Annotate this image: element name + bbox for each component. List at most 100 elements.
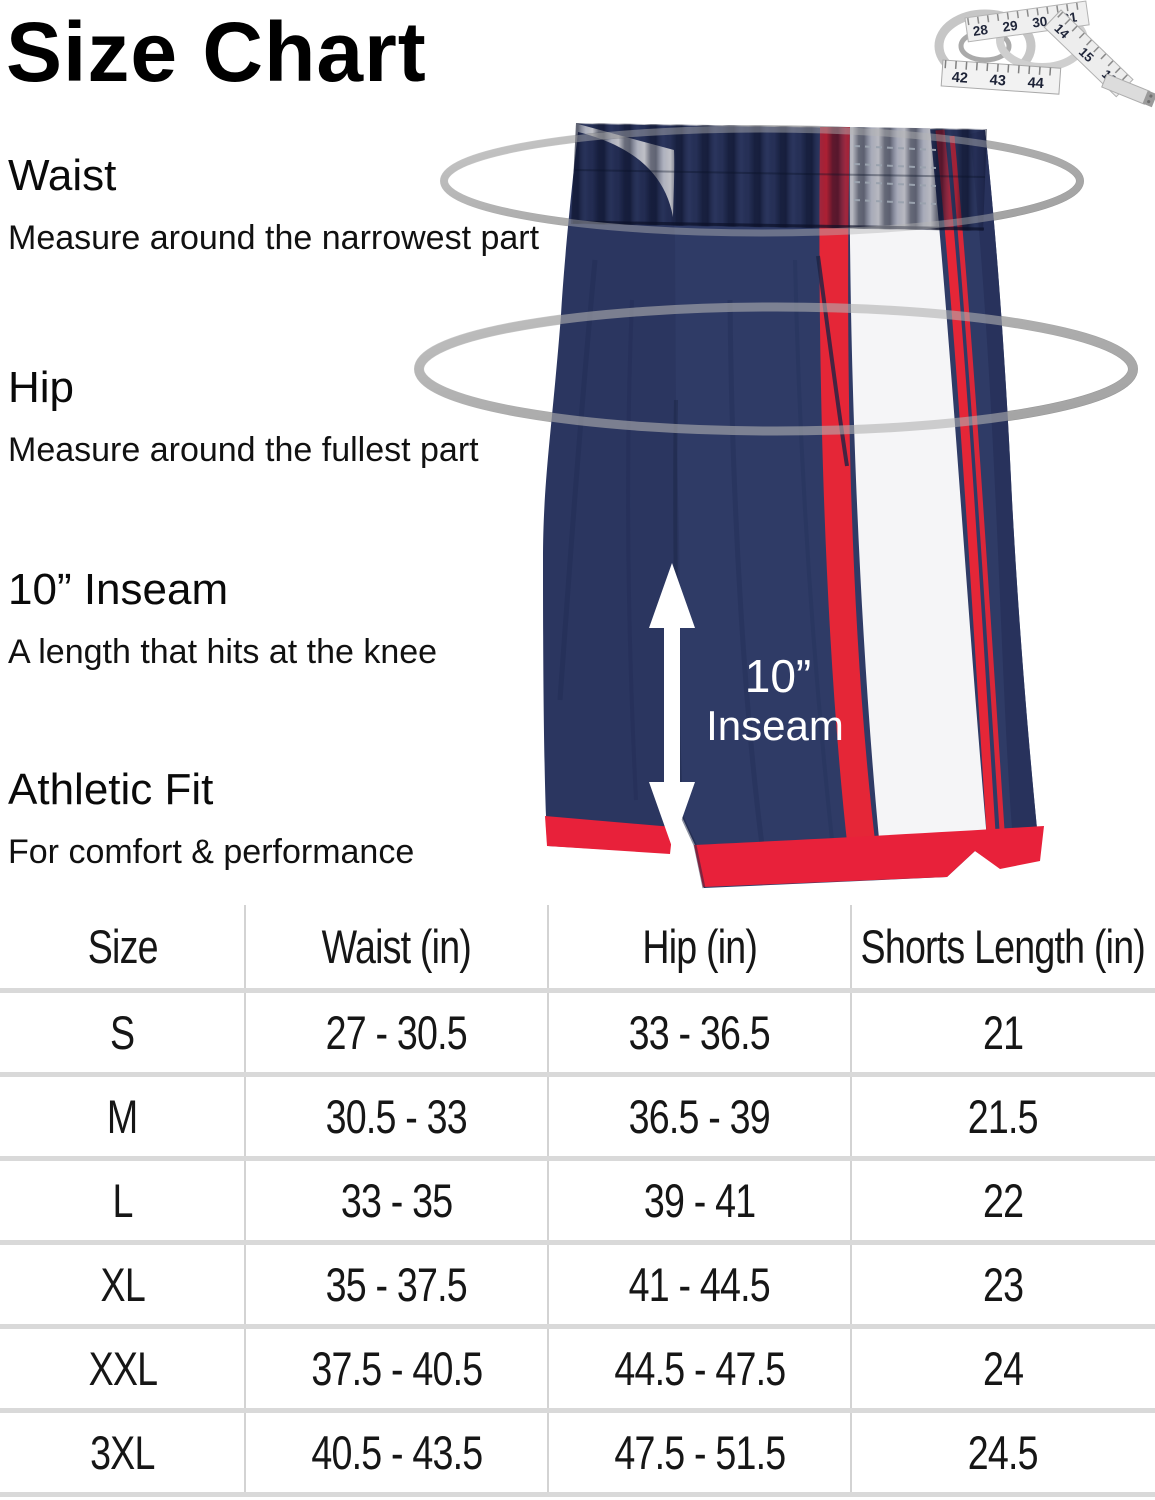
size-table-cell: 21.5	[851, 1077, 1155, 1156]
size-table-row: 3XL 40.5 - 43.5 47.5 - 51.5 24.5	[0, 1413, 1155, 1492]
left-hem-trim	[545, 816, 673, 854]
size-table-cell: 33 - 36.5	[548, 993, 851, 1072]
table-row-divider	[0, 1324, 1155, 1329]
size-table-cell: 36.5 - 39	[548, 1077, 851, 1156]
table-row-divider	[0, 1492, 1155, 1497]
hip-description: Measure around the fullest part	[8, 430, 479, 469]
size-table-cell: 23	[851, 1245, 1155, 1324]
cell-text: 30.5 - 33	[325, 1090, 468, 1143]
svg-text:29: 29	[1002, 18, 1019, 35]
size-table-cell: 47.5 - 51.5	[548, 1413, 851, 1492]
svg-text:43: 43	[989, 72, 1006, 89]
size-table-cell: 37.5 - 40.5	[245, 1329, 548, 1408]
cell-text: 44.5 - 47.5	[614, 1342, 786, 1395]
size-table-cell: 30.5 - 33	[245, 1077, 548, 1156]
cell-text: Waist (in)	[321, 920, 472, 973]
cell-text: XL	[100, 1258, 145, 1311]
waistband	[571, 123, 987, 231]
cell-text: M	[107, 1090, 138, 1143]
pocket-seam	[816, 255, 849, 467]
cell-text: 23	[982, 1258, 1024, 1311]
inseam-arrow	[649, 563, 695, 847]
page-title: Size Chart	[6, 5, 427, 99]
svg-text:28: 28	[972, 22, 989, 39]
cell-text: Shorts Length (in)	[860, 920, 1146, 973]
size-table-cell: 27 - 30.5	[245, 993, 548, 1072]
size-table-cell: S	[0, 993, 245, 1072]
size-table-row: L 33 - 35 39 - 41 22	[0, 1161, 1155, 1240]
size-table-cell: 35 - 37.5	[245, 1245, 548, 1324]
size-table-header-cell: Waist (in)	[245, 905, 548, 988]
size-table-row: XXL 37.5 - 40.5 44.5 - 47.5 24	[0, 1329, 1155, 1408]
size-table-cell: 33 - 35	[245, 1161, 548, 1240]
cell-text: 40.5 - 43.5	[311, 1426, 483, 1479]
table-row-divider	[0, 1408, 1155, 1413]
cell-text: 36.5 - 39	[628, 1090, 771, 1143]
waist-description: Measure around the narrowest part	[8, 218, 540, 257]
cell-text: 39 - 41	[643, 1174, 756, 1227]
cell-text: 21	[982, 1006, 1024, 1059]
table-row-divider	[0, 988, 1155, 993]
table-column-divider	[547, 905, 549, 1497]
size-table: Size Waist (in) Hip (in) Shorts Length (in)…	[0, 905, 1155, 1497]
hip-heading: Hip	[8, 363, 75, 412]
section-inseam: 10” Inseam A length that hits at the kne…	[8, 564, 437, 672]
cell-text: 3XL	[90, 1426, 155, 1479]
svg-text:44: 44	[1027, 75, 1044, 92]
table-row-divider	[0, 1072, 1155, 1077]
cell-text: 27 - 30.5	[325, 1006, 468, 1059]
size-table-header-cell: Size	[0, 905, 245, 988]
cell-text: 24	[982, 1342, 1024, 1395]
cell-text: 22	[982, 1174, 1024, 1227]
inseam-overlay-label: Inseam	[706, 702, 844, 749]
size-table-cell: 21	[851, 993, 1155, 1072]
size-table-cell: XXL	[0, 1329, 245, 1408]
inseam-overlay-value: 10”	[745, 650, 811, 702]
svg-text:42: 42	[951, 70, 968, 87]
size-table-cell: 24	[851, 1329, 1155, 1408]
size-table-cell: L	[0, 1161, 245, 1240]
size-table-header-cell: Shorts Length (in)	[851, 905, 1155, 988]
inseam-seam	[675, 805, 706, 889]
svg-text:30: 30	[1031, 14, 1048, 31]
size-table-cell: 22	[851, 1161, 1155, 1240]
cell-text: 47.5 - 51.5	[614, 1426, 786, 1479]
table-column-divider	[244, 905, 246, 1497]
shorts-left-leg	[543, 132, 681, 853]
size-table-row: XL 35 - 37.5 41 - 44.5 23	[0, 1245, 1155, 1324]
cell-text: 33 - 35	[340, 1174, 453, 1227]
inseam-description: A length that hits at the knee	[8, 632, 438, 671]
table-row-divider	[0, 1156, 1155, 1161]
athletic-fit-description: For comfort & performance	[8, 832, 415, 871]
cell-text: 21.5	[967, 1090, 1039, 1143]
size-table-cell: 40.5 - 43.5	[245, 1413, 548, 1492]
section-hip: Hip Measure around the fullest part	[8, 362, 479, 470]
table-column-divider	[850, 905, 852, 1497]
size-table-cell: 39 - 41	[548, 1161, 851, 1240]
table-row-divider	[0, 1240, 1155, 1245]
measuring-tape-icon: 28 29 30 31 42 43 44 14 15 16	[934, 0, 1155, 108]
front-hem-trim	[694, 826, 1044, 887]
shorts-illustration: 10” Inseam	[414, 123, 1138, 889]
athletic-fit-heading: Athletic Fit	[8, 765, 214, 814]
size-table-cell: XL	[0, 1245, 245, 1324]
size-table-cell: 3XL	[0, 1413, 245, 1492]
cell-text: Hip (in)	[642, 920, 758, 973]
size-table-header-cell: Hip (in)	[548, 905, 851, 988]
size-table-cell: M	[0, 1077, 245, 1156]
tape-band-front: 42 43 44	[940, 59, 1062, 95]
cell-text: S	[110, 1006, 135, 1059]
size-table-cell: 24.5	[851, 1413, 1155, 1492]
cell-text: XXL	[88, 1342, 157, 1395]
section-athletic-fit: Athletic Fit For comfort & performance	[8, 764, 414, 872]
size-table-cell: 41 - 44.5	[548, 1245, 851, 1324]
cell-text: 37.5 - 40.5	[311, 1342, 483, 1395]
cell-text: 35 - 37.5	[325, 1258, 468, 1311]
size-table-cell: 44.5 - 47.5	[548, 1329, 851, 1408]
cell-text: Size	[87, 920, 159, 973]
cell-text: 33 - 36.5	[628, 1006, 771, 1059]
cell-text: 41 - 44.5	[628, 1258, 771, 1311]
size-table-row: M 30.5 - 33 36.5 - 39 21.5	[0, 1077, 1155, 1156]
cell-text: 24.5	[967, 1426, 1039, 1479]
